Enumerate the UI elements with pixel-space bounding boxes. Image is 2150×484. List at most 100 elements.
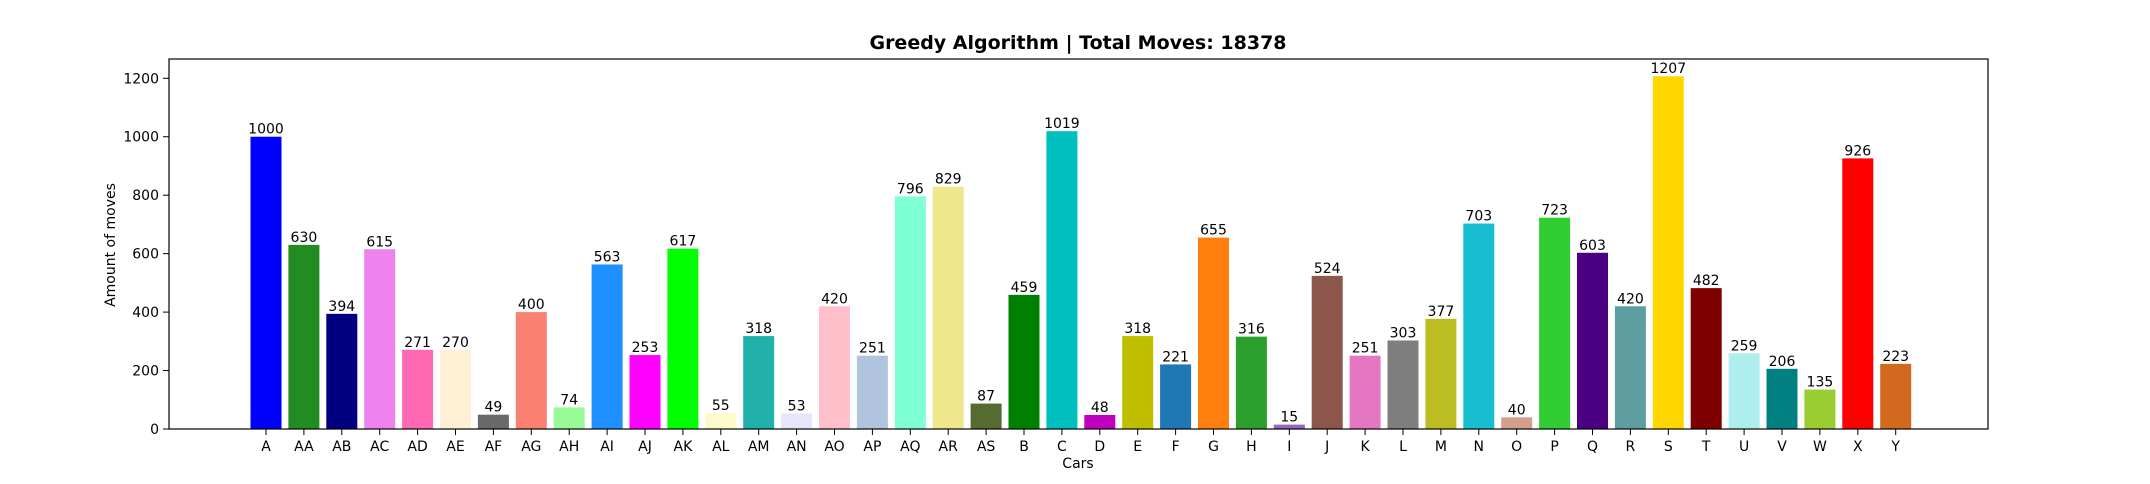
bar-H: [1235, 336, 1267, 429]
bar-AC: [364, 249, 396, 429]
bar-AF: [477, 414, 509, 429]
x-tick-label-P: P: [1550, 439, 1558, 455]
x-tick-label-AL: AL: [712, 439, 730, 455]
bar-value-label-AS: 87: [977, 389, 995, 405]
x-tick-label-AM: AM: [748, 439, 770, 455]
bars: [250, 76, 1912, 430]
bar-value-label-V: 206: [1769, 354, 1796, 370]
x-tick-label-AR: AR: [939, 439, 959, 455]
bar-value-label-AO: 420: [821, 291, 848, 307]
bar-value-label-AR: 829: [935, 172, 962, 188]
y-axis-label: Amount of moves: [103, 183, 119, 307]
bar-AN: [781, 413, 813, 429]
bar-value-label-AQ: 796: [897, 181, 924, 197]
x-tick-label-E: E: [1133, 439, 1142, 455]
chart-title: Greedy Algorithm | Total Moves: 18378: [869, 32, 1286, 54]
bar-V: [1766, 368, 1798, 429]
bar-value-label-A: 1000: [248, 122, 284, 138]
bar-B: [1008, 294, 1040, 429]
y-tick-label: 200: [132, 364, 159, 380]
plot-frame: [168, 58, 1989, 430]
bar-value-label-L: 303: [1390, 325, 1417, 341]
bar-W: [1804, 389, 1836, 429]
bar-value-label-AB: 394: [328, 299, 355, 315]
bar-value-label-F: 221: [1162, 349, 1189, 365]
bar-value-label-Y: 223: [1882, 349, 1909, 365]
bar-value-label-J: 524: [1314, 261, 1341, 277]
bar-X: [1842, 158, 1874, 429]
bar-AE: [440, 350, 471, 429]
x-tick-label-K: K: [1361, 439, 1371, 455]
x-tick-label-R: R: [1626, 439, 1636, 455]
bar-F: [1160, 364, 1192, 429]
bar-K: [1349, 355, 1381, 429]
bar-value-label-M: 377: [1428, 304, 1455, 320]
bar-value-label-AJ: 253: [632, 340, 659, 356]
bar-value-label-U: 259: [1731, 338, 1758, 354]
bar-AG: [515, 312, 547, 429]
bar-A: [250, 136, 282, 430]
bar-AP: [856, 355, 888, 429]
bar-AM: [743, 336, 775, 429]
x-tick-label-L: L: [1399, 439, 1407, 455]
x-tick-label-Y: Y: [1890, 439, 1900, 455]
y-tick-label: 800: [132, 188, 159, 204]
y-tick-label: 600: [132, 247, 159, 263]
x-tick-label-F: F: [1172, 439, 1180, 455]
bar-value-label-O: 40: [1508, 402, 1526, 418]
bar-AH: [553, 407, 585, 429]
bar-D: [1084, 414, 1116, 429]
bar-AI: [591, 264, 623, 429]
bar-AK: [667, 248, 699, 429]
bar-value-label-S: 1207: [1650, 61, 1686, 77]
bar-AO: [819, 306, 850, 429]
bar-M: [1425, 318, 1457, 429]
x-tick-label-AE: AE: [446, 439, 464, 455]
x-tick-label-AF: AF: [485, 439, 503, 455]
x-tick-label-I: I: [1287, 439, 1291, 455]
bar-value-label-AL: 55: [712, 398, 730, 414]
bar-AD: [402, 349, 434, 429]
x-tick-label-N: N: [1474, 439, 1484, 455]
x-tick-label-AK: AK: [674, 439, 694, 455]
bar-S: [1652, 76, 1684, 429]
bar-value-label-AF: 49: [484, 400, 502, 416]
x-tick-label-AJ: AJ: [638, 439, 652, 455]
x-tick-label-AI: AI: [600, 439, 614, 455]
x-axis-ticks: A AA AB AC AD AE AF AG AH AI AJ AK AL AM AN AO AP AQ AR AS B…: [261, 429, 1900, 455]
bar-L: [1387, 340, 1419, 429]
bar-value-label-AN: 53: [788, 399, 806, 415]
x-tick-label-AP: AP: [863, 439, 881, 455]
bar-value-label-R: 420: [1617, 291, 1644, 307]
bar-value-label-AK: 617: [670, 234, 697, 250]
x-tick-label-D: D: [1094, 439, 1105, 455]
x-tick-label-W: W: [1813, 439, 1827, 455]
bar-value-label-N: 703: [1465, 209, 1492, 225]
bar-value-label-T: 482: [1693, 273, 1720, 289]
bar-value-label-W: 135: [1807, 375, 1834, 391]
x-tick-label-T: T: [1701, 439, 1711, 455]
x-tick-label-Q: Q: [1587, 439, 1598, 455]
x-tick-label-AS: AS: [977, 439, 996, 455]
bar-value-label-AD: 271: [404, 335, 431, 351]
bar-value-label-Q: 603: [1579, 238, 1606, 254]
bar-value-label-AI: 563: [594, 249, 621, 265]
bar-P: [1539, 217, 1571, 429]
bar-value-label-AG: 400: [518, 297, 545, 313]
bar-O: [1501, 417, 1533, 429]
bar-AJ: [629, 355, 661, 429]
x-tick-label-X: X: [1853, 439, 1863, 455]
x-tick-label-H: H: [1246, 439, 1257, 455]
y-tick-label: 400: [132, 305, 159, 321]
bar-value-label-AA: 630: [291, 230, 318, 246]
bar-value-label-E: 318: [1124, 321, 1151, 337]
bar-value-label-P: 723: [1541, 203, 1568, 219]
x-tick-label-A: A: [261, 439, 271, 455]
y-tick-label: 1200: [123, 71, 159, 87]
bar-N: [1463, 223, 1495, 429]
bar-Q: [1577, 252, 1608, 429]
x-tick-label-AN: AN: [787, 439, 807, 455]
bar-G: [1198, 237, 1229, 429]
